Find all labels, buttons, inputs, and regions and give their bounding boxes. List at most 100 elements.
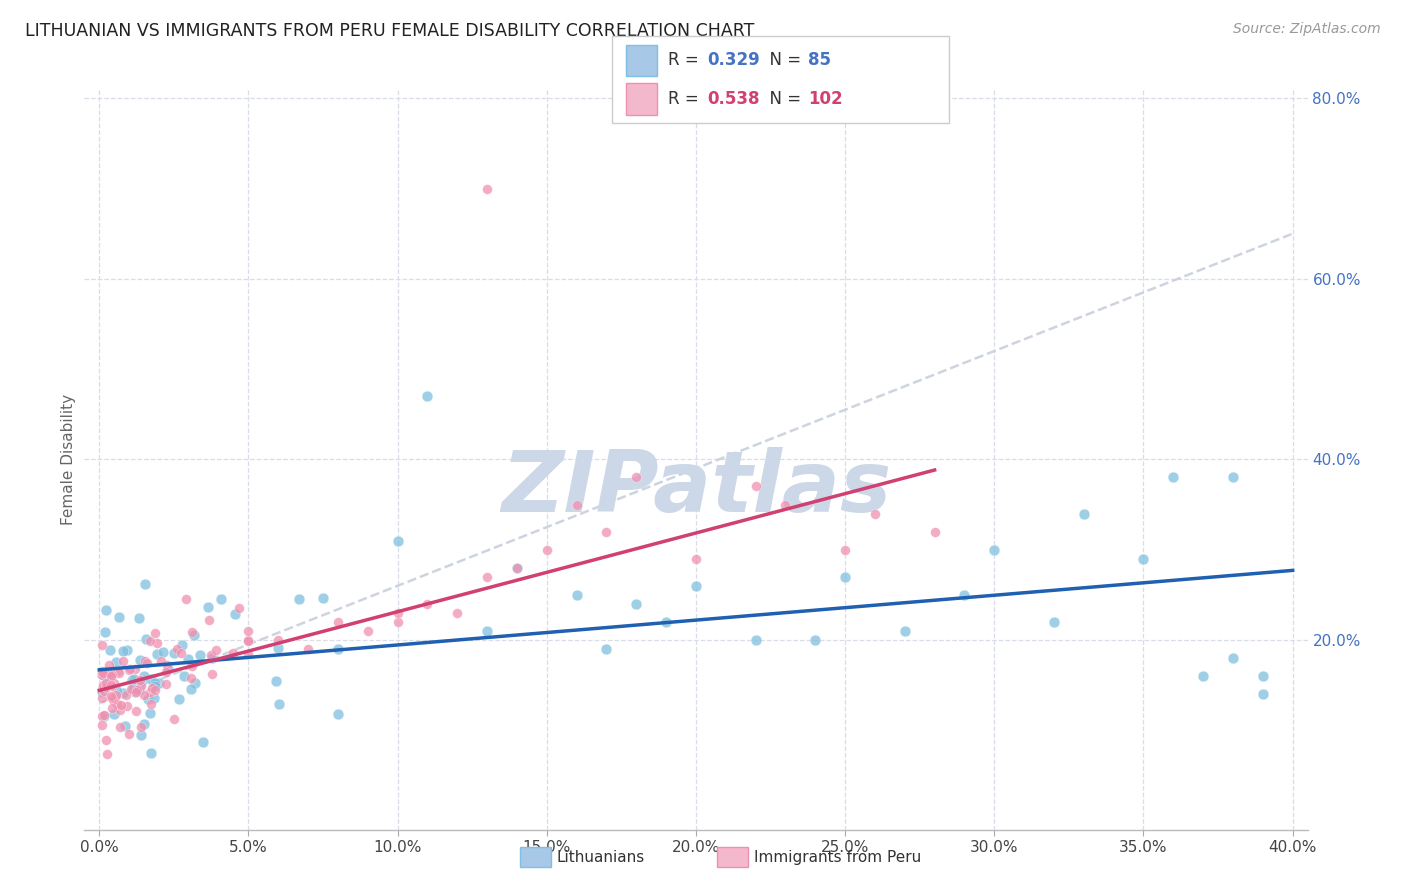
Point (139, 685, 162, 699)
Point (143, 680, 166, 694)
Point (124, 685, 146, 699)
Point (775, 498, 797, 512)
Point (163, 712, 186, 726)
Point (238, 624, 260, 638)
Point (94, 624, 117, 639)
Point (387, 533, 409, 548)
Point (91, 709, 114, 723)
Point (134, 669, 156, 683)
Point (1163, 470, 1185, 484)
Point (134, 716, 156, 731)
Point (148, 676, 170, 690)
Point (744, 479, 766, 493)
Point (136, 656, 159, 670)
Point (163, 646, 186, 660)
Text: 0.329: 0.329 (707, 51, 761, 70)
Point (170, 646, 193, 660)
Point (134, 577, 156, 591)
Point (416, 389, 439, 403)
Point (139, 746, 162, 760)
Text: Lithuanians: Lithuanians (557, 850, 645, 864)
Point (101, 701, 124, 715)
Point (565, 588, 588, 602)
Point (103, 675, 125, 690)
Point (91, 665, 114, 680)
Point (131, 720, 153, 734)
Point (122, 672, 145, 686)
Point (1192, 669, 1215, 683)
Point (124, 685, 146, 699)
Point (834, 542, 856, 557)
Point (155, 658, 177, 673)
Point (93, 708, 115, 723)
Point (143, 675, 166, 690)
Point (685, 579, 707, 593)
Point (326, 615, 349, 629)
Point (155, 677, 177, 691)
Point (105, 655, 128, 669)
Text: 0.538: 0.538 (707, 89, 759, 108)
Point (238, 647, 260, 661)
Point (297, 642, 319, 657)
Point (357, 624, 380, 638)
Point (141, 681, 163, 695)
Point (506, 560, 529, 574)
Point (129, 728, 152, 742)
Point (312, 591, 335, 606)
Text: R =: R = (668, 51, 704, 70)
Point (91, 691, 114, 706)
Point (143, 682, 166, 697)
Point (565, 498, 588, 512)
Point (118, 663, 141, 677)
Point (626, 597, 648, 611)
Text: LITHUANIAN VS IMMIGRANTS FROM PERU FEMALE DISABILITY CORRELATION CHART: LITHUANIAN VS IMMIGRANTS FROM PERU FEMAL… (25, 22, 755, 40)
Point (200, 666, 222, 681)
Point (264, 674, 287, 689)
Point (91, 664, 114, 678)
Point (1073, 507, 1095, 521)
Point (209, 591, 232, 606)
Point (91, 666, 114, 681)
Point (105, 688, 128, 702)
Point (128, 683, 150, 698)
Text: ZIPatlas: ZIPatlas (501, 448, 891, 531)
Point (111, 655, 134, 669)
Point (176, 592, 198, 607)
Point (91, 718, 114, 732)
Point (104, 690, 127, 705)
Point (120, 662, 142, 676)
Point (125, 704, 148, 718)
Point (166, 642, 188, 657)
Point (100, 678, 122, 692)
Point (120, 681, 142, 696)
Point (475, 570, 498, 584)
Point (863, 507, 886, 521)
Point (125, 683, 148, 698)
Point (143, 625, 166, 640)
Point (98, 642, 121, 657)
Point (1222, 651, 1244, 665)
Point (170, 638, 193, 652)
Point (139, 672, 162, 686)
Point (924, 524, 946, 539)
Point (107, 610, 129, 624)
Point (152, 644, 174, 658)
Point (91, 682, 114, 697)
Point (91, 685, 114, 699)
Point (416, 597, 439, 611)
Point (475, 624, 498, 638)
Point (108, 665, 131, 680)
Point (122, 682, 145, 697)
Point (91, 665, 114, 679)
Point (107, 664, 129, 678)
Point (101, 667, 124, 681)
Point (135, 632, 157, 647)
Point (129, 653, 152, 667)
Point (953, 588, 976, 602)
Point (288, 591, 311, 606)
Point (132, 688, 155, 702)
Point (97, 658, 120, 673)
Point (98, 666, 121, 681)
Point (96, 747, 118, 761)
Point (143, 690, 166, 705)
